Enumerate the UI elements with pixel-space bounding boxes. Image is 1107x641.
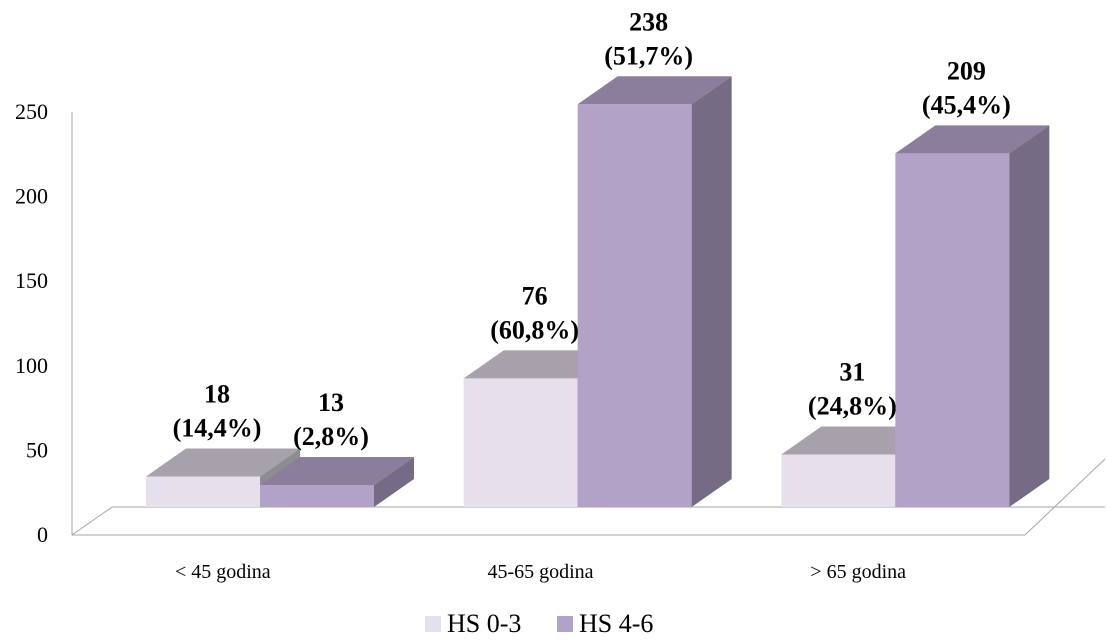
x-category-label: > 65 godina: [810, 561, 906, 583]
bar-top: [260, 457, 414, 486]
bar: [260, 485, 374, 507]
y-tick-label: 150: [15, 268, 48, 293]
bar-side: [1009, 125, 1050, 507]
bar-side: [691, 76, 732, 507]
data-label-percent: (51,7%): [604, 41, 693, 70]
data-label-percent: (24,8%): [808, 392, 897, 421]
data-label-percent: (14,4%): [173, 414, 262, 443]
bar: [146, 476, 260, 507]
legend-swatch: [557, 616, 573, 632]
floor-right-edge: [1024, 458, 1106, 536]
y-tick-label: 200: [15, 184, 48, 209]
legend-swatch: [425, 616, 441, 632]
y-tick-label: 250: [15, 99, 48, 124]
bar-top: [895, 125, 1050, 154]
data-label-value: 209: [947, 56, 986, 85]
bar: [895, 153, 1010, 507]
bar: [781, 454, 896, 507]
y-tick-label: 0: [37, 522, 48, 547]
data-label-value: 13: [318, 388, 344, 417]
data-label-value: 18: [204, 380, 230, 409]
legend: HS 0-3 HS 4-6: [425, 609, 653, 638]
data-label-percent: (45,4%): [922, 90, 1011, 119]
data-label-value: 31: [839, 358, 865, 387]
legend-label: HS 0-3: [447, 609, 521, 638]
y-tick-label: 100: [15, 353, 48, 378]
data-label-percent: (2,8%): [293, 422, 369, 451]
legend-label: HS 4-6: [579, 609, 653, 638]
bar-top: [146, 448, 300, 477]
bar: [577, 104, 692, 507]
bar: [463, 378, 578, 507]
data-labels: 18 (14,4%) 13 (2,8%) 76 (60,8%) 238 (51,7%) 31 (2…: [173, 7, 1011, 451]
bar-top: [577, 76, 732, 105]
bar-side: [374, 457, 414, 507]
x-category-label: < 45 godina: [175, 561, 271, 583]
x-axis: < 45 godina 45-65 godina > 65 godina: [175, 561, 906, 583]
data-label-value: 76: [522, 281, 548, 310]
y-axis: 0 50 100 150 200 250: [15, 99, 48, 547]
x-category-label: 45-65 godina: [487, 561, 593, 583]
data-label-value: 238: [629, 7, 668, 36]
data-label-percent: (60,8%): [490, 315, 579, 344]
floor-left-edge: [71, 506, 113, 536]
y-tick-label: 50: [26, 437, 48, 462]
bars: [146, 76, 1050, 507]
